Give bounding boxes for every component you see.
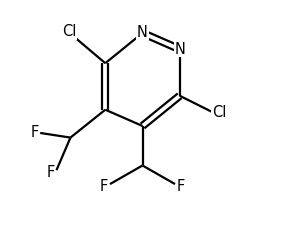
Text: F: F (177, 179, 185, 194)
Text: Cl: Cl (212, 104, 226, 119)
Text: F: F (100, 179, 108, 194)
Text: N: N (137, 25, 148, 40)
Text: F: F (30, 125, 38, 140)
Text: F: F (46, 165, 55, 180)
Text: N: N (174, 42, 185, 57)
Text: Cl: Cl (62, 24, 76, 39)
